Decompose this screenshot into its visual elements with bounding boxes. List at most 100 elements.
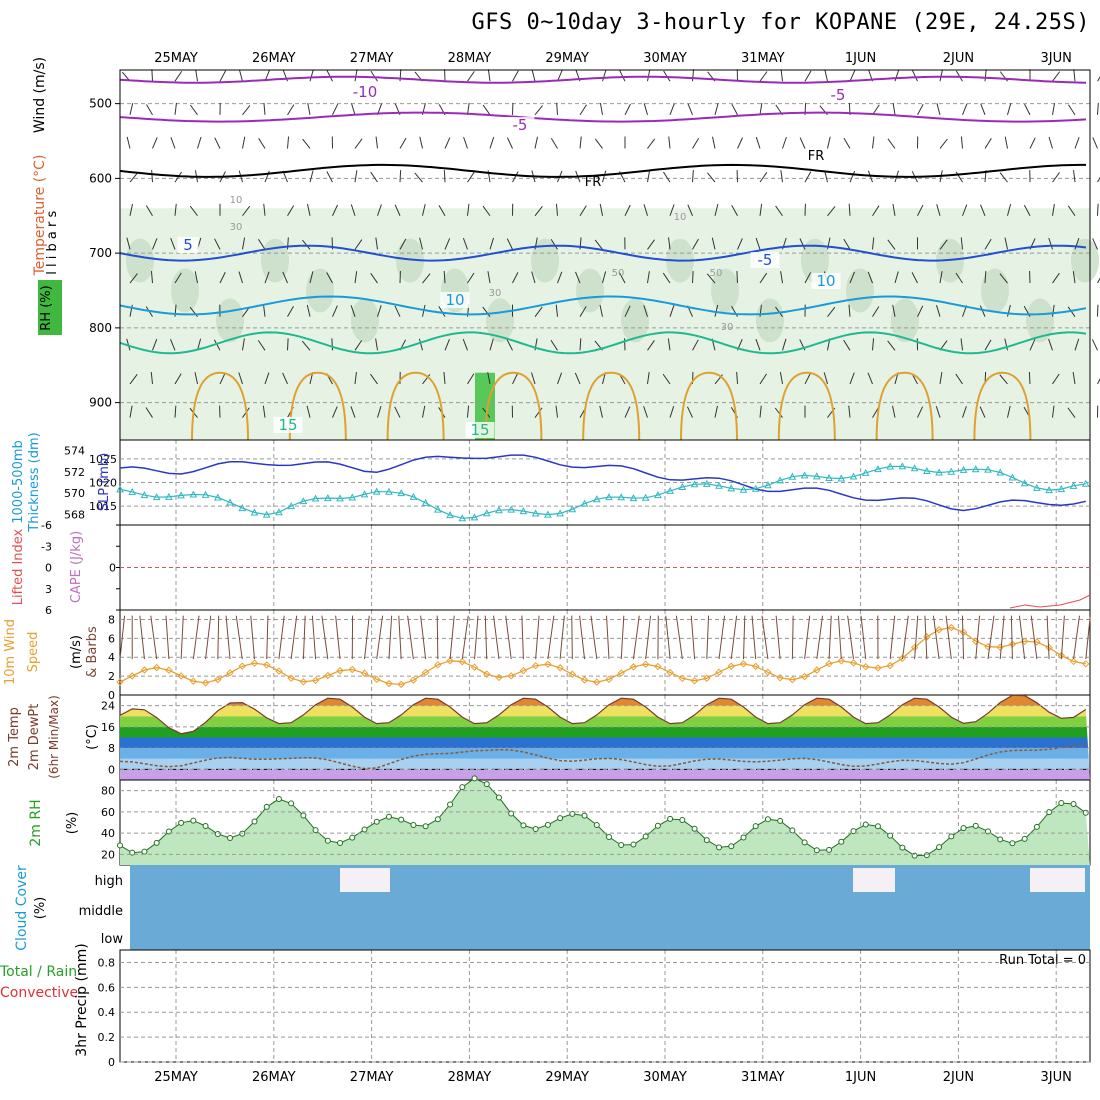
wind-barb <box>129 203 133 216</box>
wind-barb <box>418 338 423 351</box>
wind-barb <box>474 615 479 660</box>
li-tick-label: -3 <box>41 540 52 553</box>
rh-point <box>459 784 466 791</box>
bottom-day-label: 27MAY <box>350 1070 394 1085</box>
rh-contour-label: 10 <box>674 212 687 223</box>
wind-barb <box>394 204 401 216</box>
wind-speed-point <box>324 671 332 680</box>
wind-barb <box>307 102 311 115</box>
wind-barb <box>354 371 357 385</box>
wind-speed-point <box>226 669 234 677</box>
thickness-point <box>739 485 748 493</box>
bottom-day-label: 25MAY <box>154 1070 198 1085</box>
rh-point <box>1058 799 1065 806</box>
wind-barb <box>872 338 875 351</box>
wind-barb <box>980 204 986 216</box>
wind-speed-point <box>862 662 870 671</box>
wind-barb <box>1028 371 1031 384</box>
wind-barb <box>321 615 329 660</box>
rh-legend-swatch <box>38 280 62 335</box>
wind-barb <box>867 271 873 284</box>
rh-point <box>948 833 955 840</box>
top-day-label: 3JUN <box>1041 51 1072 66</box>
wind-barb <box>266 615 269 660</box>
wind-speed-point <box>825 659 833 668</box>
wind-barb <box>129 374 138 385</box>
wind-barb <box>512 171 519 183</box>
temp-color-band <box>120 695 1090 706</box>
li-series-line <box>1009 594 1091 609</box>
wind-barb <box>350 305 356 317</box>
isotherm-label: -10 <box>353 83 378 101</box>
wind-barb <box>194 372 198 385</box>
wind-barb <box>146 104 153 116</box>
thickness-tick-label: 568 <box>64 508 85 521</box>
wind-barb <box>290 615 298 660</box>
wind-barb <box>258 239 266 250</box>
wind-barb <box>242 338 245 351</box>
temp-series-line <box>119 694 1087 735</box>
temp2m-label: 2m DewPt <box>27 704 42 771</box>
wind-barb <box>779 372 783 385</box>
wind-barb <box>962 204 968 216</box>
wind-barb <box>960 338 963 351</box>
wind-speed-point <box>617 669 625 677</box>
wind-barb <box>955 373 963 385</box>
wind-barb <box>669 204 675 216</box>
wind-barb <box>686 406 693 418</box>
wind-barb <box>804 70 812 82</box>
wind-barb <box>350 406 356 418</box>
rh2m-label: 2m RH <box>28 799 44 846</box>
wind-barb <box>599 405 603 418</box>
wind-barb <box>924 615 928 660</box>
wind-barb <box>506 238 513 250</box>
wind-barb <box>984 271 987 284</box>
wind-barb <box>145 205 153 217</box>
thickness-axis-label: Thickness (dm) <box>27 432 42 532</box>
rh-shade-blob <box>711 268 739 313</box>
rh-point <box>557 815 564 822</box>
rh-point <box>1070 801 1077 808</box>
wind-barb <box>521 615 524 660</box>
wind-barb <box>714 405 718 418</box>
wind-barb <box>436 615 439 660</box>
thickness-point <box>116 485 124 493</box>
thickness-point <box>360 490 369 498</box>
thickness-point <box>910 464 919 472</box>
rh-point <box>801 839 808 846</box>
wind-barb <box>287 306 294 317</box>
thickness-point <box>776 476 784 484</box>
wind-barb <box>449 615 455 660</box>
thickness-point <box>299 497 308 505</box>
wind-barb <box>467 71 475 82</box>
temp-color-band <box>120 758 1090 770</box>
wind-barb <box>264 271 270 284</box>
wind-barb <box>1097 76 1100 82</box>
temperature-axis-label: Temperature (°C) <box>32 155 48 277</box>
wind-barb <box>126 237 131 250</box>
isotherm-line <box>119 244 1087 262</box>
wind-barb <box>668 237 671 250</box>
pressure-unit-label: m i l l i b a r s <box>45 211 60 300</box>
wind-barb <box>152 137 158 149</box>
wind-barb <box>398 615 402 660</box>
wind-barb <box>914 615 919 660</box>
thickness-point <box>1008 473 1017 481</box>
wind-barb <box>574 372 581 385</box>
wind-barb <box>984 138 992 149</box>
wind-barb <box>751 615 757 660</box>
wind-barb <box>332 406 338 418</box>
thickness-point <box>923 466 931 474</box>
wind-barb <box>238 69 243 82</box>
wind-barb <box>219 70 227 82</box>
rh-tick-label: 80 <box>101 785 115 798</box>
wind-barb <box>535 615 540 660</box>
rh-point <box>312 827 319 834</box>
wind-barb <box>534 136 538 149</box>
temp-tick-label: 8 <box>108 742 115 755</box>
wind-barb <box>975 615 981 660</box>
rh-point <box>434 816 441 823</box>
rh-tick-label: 20 <box>101 848 115 861</box>
bottom-day-label: 26MAY <box>252 1070 296 1085</box>
wind-speed-point <box>311 676 320 685</box>
